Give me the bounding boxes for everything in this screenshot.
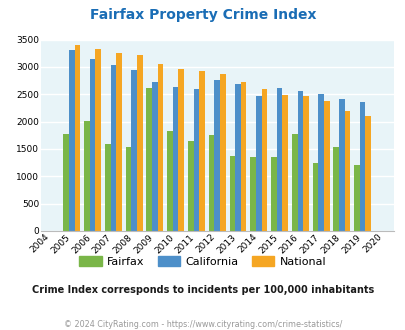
Bar [136, 55, 142, 231]
Bar [208, 135, 214, 231]
Text: Crime Index corresponds to incidents per 100,000 inhabitants: Crime Index corresponds to incidents per… [32, 285, 373, 295]
Bar [157, 64, 163, 231]
Bar [359, 102, 364, 231]
Bar [146, 88, 152, 231]
Bar [255, 96, 261, 231]
Bar [240, 82, 246, 231]
Bar [276, 88, 281, 231]
Bar [229, 155, 234, 231]
Bar [312, 163, 318, 231]
Bar [220, 74, 225, 231]
Bar [84, 121, 90, 231]
Bar [188, 141, 193, 231]
Bar [364, 115, 370, 231]
Bar [110, 65, 116, 231]
Bar [234, 84, 240, 231]
Bar [318, 94, 323, 231]
Bar [104, 144, 110, 231]
Bar [193, 89, 199, 231]
Bar [323, 101, 329, 231]
Bar [126, 147, 131, 231]
Bar [291, 134, 297, 231]
Bar [338, 99, 344, 231]
Bar [250, 157, 255, 231]
Bar [131, 70, 136, 231]
Bar [116, 53, 121, 231]
Bar [297, 91, 303, 231]
Bar [261, 89, 266, 231]
Bar [354, 165, 359, 231]
Bar [199, 71, 205, 231]
Bar [173, 87, 178, 231]
Bar [281, 95, 287, 231]
Legend: Fairfax, California, National: Fairfax, California, National [75, 251, 330, 271]
Text: Fairfax Property Crime Index: Fairfax Property Crime Index [90, 8, 315, 22]
Bar [344, 111, 350, 231]
Bar [214, 80, 220, 231]
Bar [69, 50, 75, 231]
Bar [271, 157, 276, 231]
Bar [95, 49, 101, 231]
Bar [303, 96, 308, 231]
Bar [167, 131, 173, 231]
Bar [75, 45, 80, 231]
Bar [63, 134, 69, 231]
Bar [333, 147, 338, 231]
Bar [152, 82, 157, 231]
Bar [90, 59, 95, 231]
Bar [178, 69, 183, 231]
Text: © 2024 CityRating.com - https://www.cityrating.com/crime-statistics/: © 2024 CityRating.com - https://www.city… [64, 320, 341, 329]
